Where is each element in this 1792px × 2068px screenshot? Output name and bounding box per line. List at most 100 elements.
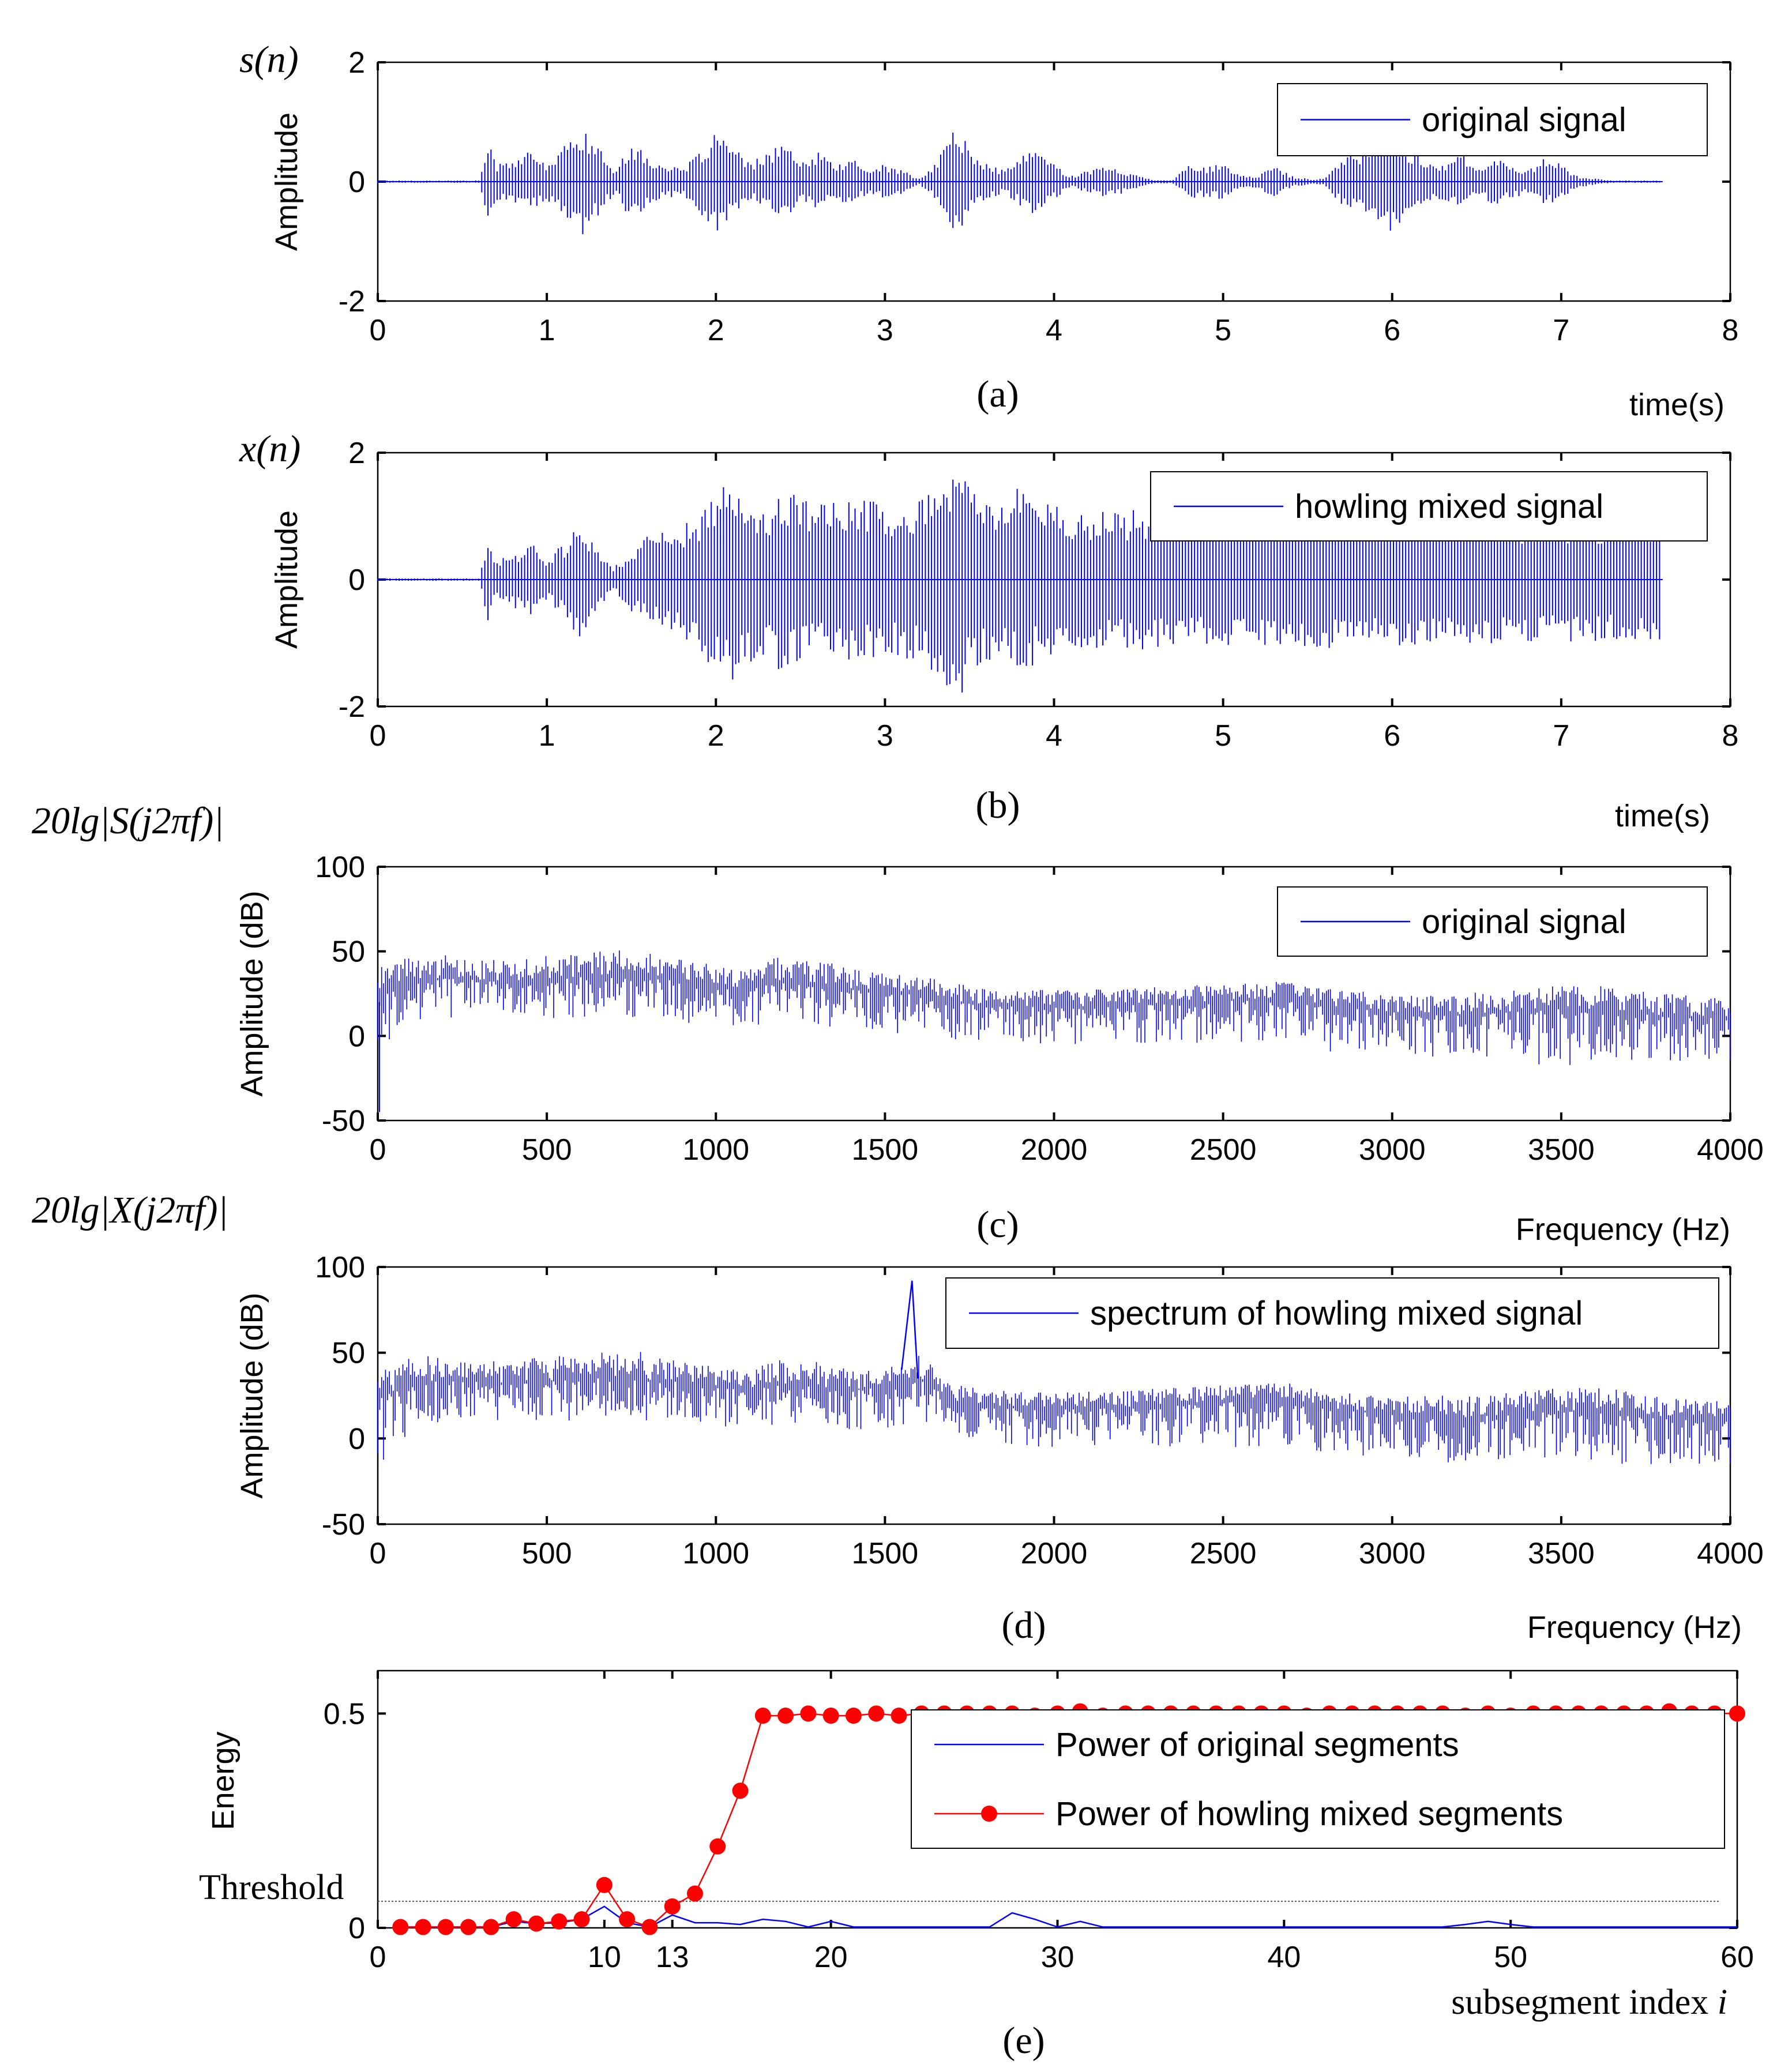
data-point (619, 1911, 636, 1928)
panel-letter: (a) (976, 373, 1019, 415)
threshold-label: Threshold (199, 1868, 344, 1907)
legend-label: original signal (1422, 101, 1626, 139)
chart-panel-3: 0 500 1000 1500 2000 2500 3000 3500 4000-5005010… (32, 1189, 1764, 1646)
x-tick-label: 1 (539, 719, 555, 753)
x-tick-label: 2 (708, 314, 724, 347)
legend-marker (981, 1806, 997, 1822)
signal-trace-1 (377, 479, 1663, 693)
x-tick-label: 3500 (1528, 1537, 1595, 1570)
math-label: s(n) (239, 39, 299, 81)
x-tick-label: 60 (1720, 1941, 1754, 1974)
x-tick-label: 1 (539, 314, 555, 347)
x-tick-label: 0 (370, 1537, 386, 1570)
data-point (392, 1919, 409, 1935)
data-point (505, 1911, 522, 1928)
x-tick-label: 0 (370, 314, 386, 347)
x-tick-label: 3000 (1359, 1537, 1426, 1570)
y-tick-label: 2 (348, 437, 365, 470)
y-tick-label: 50 (332, 1337, 365, 1370)
y-tick-label: -2 (339, 690, 365, 724)
x-axis-title: Frequency (Hz) (1516, 1212, 1730, 1247)
x-tick-label: 2500 (1190, 1133, 1257, 1167)
x-tick-label: 500 (522, 1537, 572, 1570)
data-point (1729, 1705, 1745, 1722)
x-tick-label: 0 (370, 719, 386, 753)
x-tick-label: 3500 (1528, 1133, 1595, 1167)
x-tick-label: 2500 (1190, 1537, 1257, 1570)
x-tick-label: 4000 (1697, 1133, 1764, 1167)
legend-label: original signal (1422, 903, 1626, 941)
x-axis-title: subsegment index i (1451, 1983, 1727, 2022)
math-label: 20lg|S(j2πf)| (32, 800, 224, 842)
x-axis-title: Frequency (Hz) (1527, 1610, 1742, 1645)
panel-letter: (e) (1002, 2020, 1045, 2062)
legend-label: spectrum of howling mixed signal (1090, 1295, 1583, 1332)
data-point (686, 1885, 703, 1902)
data-point (596, 1877, 613, 1893)
signal-trace-0 (377, 133, 1663, 235)
y-tick-label: -50 (322, 1508, 365, 1541)
spectrum-trace-2 (377, 950, 1731, 1065)
legend-label: howling mixed signal (1295, 488, 1603, 525)
data-point (460, 1919, 477, 1935)
x-tick-label: 6 (1384, 719, 1400, 753)
x-tick-label: 30 (1041, 1941, 1075, 1974)
data-point (641, 1919, 658, 1935)
x-tick-label: 6 (1384, 314, 1400, 347)
data-point (822, 1708, 839, 1724)
x-tick-label: 50 (1494, 1941, 1527, 1974)
math-label: 20lg|X(j2πf)| (32, 1189, 228, 1231)
y-tick-label: 100 (315, 851, 365, 884)
data-point (709, 1838, 726, 1855)
x-axis-title: time(s) (1629, 388, 1725, 422)
x-tick-label: 0 (370, 1941, 386, 1974)
x-tick-label: 0 (370, 1133, 386, 1167)
spectrum-trace-3 (377, 1352, 1731, 1464)
data-point (754, 1708, 771, 1724)
y-tick-label: 100 (315, 1251, 365, 1284)
x-tick-label: 7 (1553, 314, 1569, 347)
data-point (891, 1708, 907, 1724)
legend-label: Power of howling mixed segments (1055, 1795, 1563, 1833)
data-point (777, 1708, 794, 1724)
y-tick-label: 0 (348, 1912, 365, 1945)
x-tick-label: 1500 (852, 1537, 919, 1570)
x-tick-label: 13 (656, 1941, 689, 1974)
data-point (845, 1708, 862, 1724)
panel-letter: (b) (976, 784, 1020, 826)
y-axis-title: Amplitude (269, 510, 304, 649)
x-tick-label: 4 (1046, 314, 1062, 347)
x-tick-label: 7 (1553, 719, 1569, 753)
y-axis-title: Energy (206, 1731, 241, 1830)
data-point (528, 1915, 544, 1932)
legend-label: Power of original segments (1055, 1726, 1459, 1764)
x-axis-title-text: subsegment index (1451, 1983, 1718, 2022)
math-label: x(n) (239, 428, 300, 470)
data-point (800, 1705, 817, 1722)
x-tick-label: 3 (877, 314, 893, 347)
x-tick-label: 8 (1722, 719, 1739, 753)
x-tick-label: 3000 (1359, 1133, 1426, 1167)
y-tick-label: 0 (348, 1020, 365, 1053)
x-tick-label: 1000 (682, 1537, 749, 1570)
data-point (483, 1919, 499, 1935)
x-tick-label: 4 (1046, 719, 1062, 753)
x-tick-label: 5 (1215, 719, 1231, 753)
x-axis-title-variable: i (1718, 1983, 1727, 2022)
data-point (551, 1913, 568, 1930)
data-point (868, 1705, 885, 1722)
x-tick-label: 2000 (1021, 1133, 1088, 1167)
x-tick-label: 8 (1722, 314, 1739, 347)
panel-letter: (c) (976, 1204, 1019, 1246)
data-point (573, 1911, 590, 1928)
y-tick-label: 50 (332, 935, 365, 969)
x-tick-label: 3 (877, 719, 893, 753)
x-tick-label: 20 (814, 1941, 848, 1974)
data-point (415, 1919, 431, 1935)
x-tick-label: 10 (588, 1941, 621, 1974)
x-tick-label: 5 (1215, 314, 1231, 347)
data-point (664, 1898, 681, 1915)
